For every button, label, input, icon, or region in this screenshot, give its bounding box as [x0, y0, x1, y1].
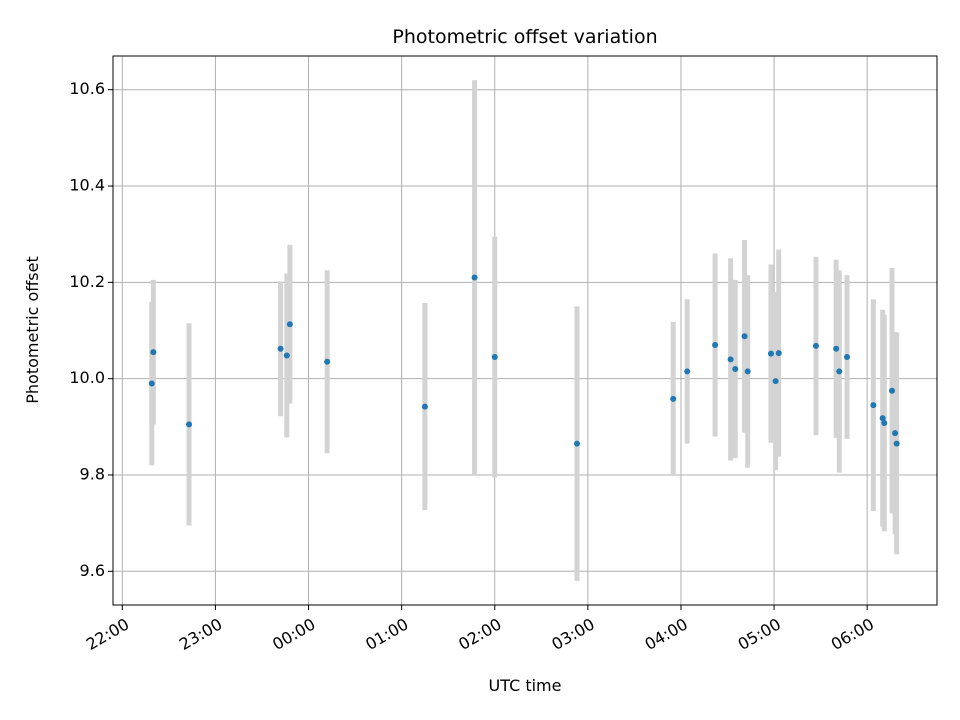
data-point — [843, 353, 850, 360]
x-axis-label: UTC time — [489, 676, 562, 695]
y-axis-ticks: 9.6 9.8 10.0 10.2 10.4 10.6 — [69, 79, 113, 580]
data-point — [775, 350, 782, 357]
y-tick-label: 10.6 — [69, 79, 105, 98]
data-point — [670, 395, 677, 402]
data-point — [471, 274, 478, 281]
data-point — [892, 430, 899, 437]
x-tick-label: 05:00 — [735, 614, 784, 654]
data-point — [732, 366, 739, 373]
data-point — [491, 353, 498, 360]
data-point — [812, 342, 819, 349]
y-tick-label: 10.0 — [69, 368, 105, 387]
y-tick-label: 10.2 — [69, 272, 105, 291]
plot-frame — [112, 55, 938, 606]
x-tick-label: 06:00 — [828, 614, 877, 654]
data-point — [277, 345, 284, 352]
data-points — [148, 274, 900, 447]
x-tick-label: 01:00 — [362, 614, 411, 654]
data-point — [879, 415, 886, 422]
y-tick-label: 9.8 — [80, 464, 105, 483]
data-point — [283, 352, 290, 359]
x-axis-ticks: 22:00 23:00 00:00 01:00 02:00 03:00 04:00 05:00… — [83, 605, 877, 654]
data-point — [573, 440, 580, 447]
x-tick-label: 02:00 — [455, 614, 504, 654]
x-tick-label: 03:00 — [548, 614, 597, 654]
y-tick-label: 10.4 — [69, 176, 105, 195]
chart-title: Photometric offset variation — [392, 26, 657, 48]
data-point — [286, 321, 293, 328]
data-point — [148, 380, 155, 387]
data-point — [712, 341, 719, 348]
data-point — [772, 378, 779, 385]
x-tick-label: 04:00 — [642, 614, 691, 654]
x-tick-label: 00:00 — [269, 614, 318, 654]
data-point — [893, 440, 900, 447]
data-point — [741, 333, 748, 340]
plot-area — [113, 56, 937, 605]
data-point — [833, 345, 840, 352]
data-point — [421, 403, 428, 410]
y-axis-label: Photometric offset — [23, 256, 42, 404]
x-tick-label: 23:00 — [176, 614, 225, 654]
data-point — [881, 419, 888, 426]
data-point — [727, 356, 734, 363]
x-tick-label: 22:00 — [83, 614, 132, 654]
data-point — [186, 421, 193, 428]
data-point — [684, 368, 691, 375]
y-tick-label: 9.6 — [80, 561, 105, 580]
data-point — [744, 368, 751, 375]
data-point — [324, 358, 331, 365]
data-point — [150, 349, 157, 356]
data-point — [888, 387, 895, 394]
data-point — [836, 368, 843, 375]
data-point — [767, 350, 774, 357]
data-point — [870, 402, 877, 409]
